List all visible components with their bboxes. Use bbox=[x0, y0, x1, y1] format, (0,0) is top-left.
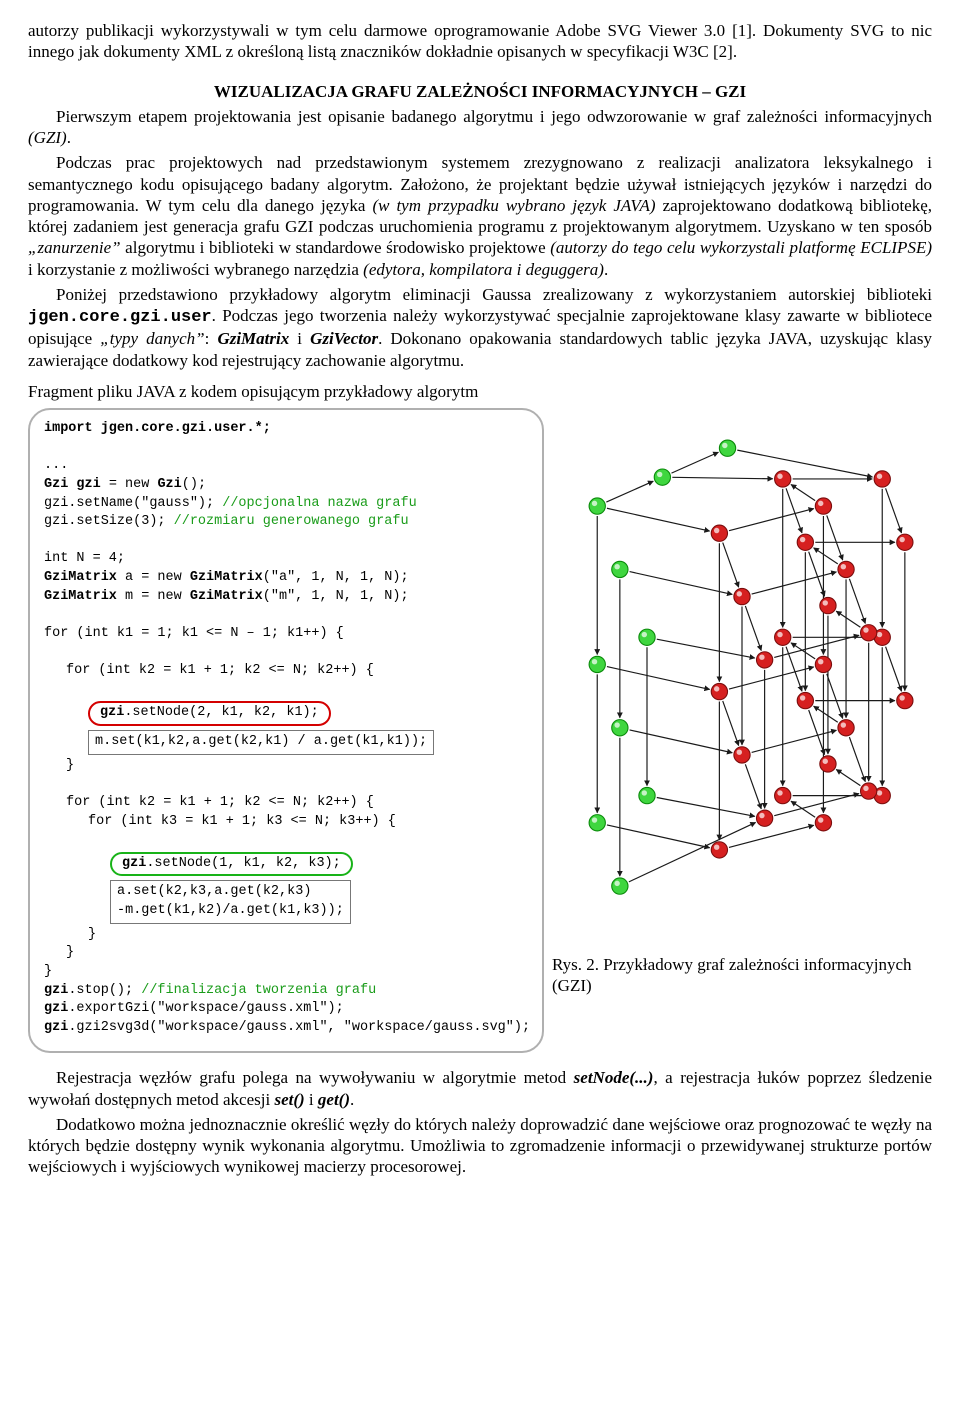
code-kw: gzi bbox=[44, 1020, 68, 1035]
code-text: a = new bbox=[117, 570, 190, 585]
code-kw: Gzi gzi bbox=[44, 477, 101, 492]
text-italic: (autorzy do tego celu wykorzystali platf… bbox=[550, 238, 932, 257]
text: Rejestracja węzłów grafu polega na wywoł… bbox=[56, 1068, 574, 1087]
class-name: GziMatrix bbox=[217, 329, 289, 348]
code-line: for (int k2 = k1 + 1; k2 <= N; k2++) { bbox=[44, 794, 532, 813]
code-kw: gzi bbox=[122, 856, 146, 871]
text-italic: (GZI) bbox=[28, 128, 67, 147]
text: Pierwszym etapem projektowania jest opis… bbox=[56, 107, 932, 126]
code-comment: //opcjonalna nazwa grafu bbox=[222, 496, 416, 511]
code-text: .setNode(2, k1, k2, k1); bbox=[124, 705, 318, 720]
code-text: (); bbox=[182, 477, 206, 492]
figure-caption: Rys. 2. Przykładowy graf zależności info… bbox=[552, 954, 932, 997]
para-3: Podczas prac projektowych nad przedstawi… bbox=[28, 152, 932, 280]
text: i korzystanie z możliwości wybranego nar… bbox=[28, 260, 363, 279]
code-line: ... bbox=[44, 457, 532, 476]
code-kw: GziMatrix bbox=[190, 589, 263, 604]
code-text: m = new bbox=[117, 589, 190, 604]
method-name: get() bbox=[318, 1090, 350, 1109]
figure-row: import jgen.core.gzi.user.*; ... Gzi gzi… bbox=[28, 408, 932, 1053]
code-line: for (int k1 = 1; k1 <= N – 1; k1++) { bbox=[44, 625, 532, 644]
code-kw: gzi bbox=[44, 983, 68, 998]
text-italic: (edytora, kompilatora i deguggera) bbox=[363, 260, 604, 279]
code-text: a.set(k2,k3,a.get(k2,k3) bbox=[117, 884, 311, 899]
text: : bbox=[205, 329, 218, 348]
graph-column: Rys. 2. Przykładowy graf zależności info… bbox=[552, 408, 932, 997]
code-line: } bbox=[44, 926, 532, 945]
text: . bbox=[67, 128, 71, 147]
code-line: } bbox=[44, 963, 532, 982]
code-box: m.set(k1,k2,a.get(k2,k1) / a.get(k1,k1))… bbox=[88, 730, 434, 755]
code-text: gzi.setSize(3); bbox=[44, 514, 174, 529]
code-kw: Gzi bbox=[157, 477, 181, 492]
text-italic: „zanurzenie” bbox=[28, 238, 121, 257]
code-line: import jgen.core.gzi.user.*; bbox=[44, 421, 271, 436]
code-line: for (int k3 = k1 + 1; k3 <= N; k3++) { bbox=[44, 813, 532, 832]
code-text: -m.get(k1,k2)/a.get(k1,k3)); bbox=[117, 903, 344, 918]
code-text: .exportGzi("workspace/gauss.xml"); bbox=[68, 1001, 343, 1016]
code-line: int N = 4; bbox=[44, 550, 532, 569]
code-kw: GziMatrix bbox=[44, 589, 117, 604]
text: Poniżej przedstawiono przykładowy algory… bbox=[56, 285, 932, 304]
class-name: GziVector bbox=[310, 329, 378, 348]
code-line: } bbox=[44, 757, 532, 776]
text: i bbox=[289, 329, 310, 348]
text-italic: (w tym przypadku wybrano język JAVA) bbox=[372, 196, 655, 215]
code-kw: gzi bbox=[100, 705, 124, 720]
code-kw: GziMatrix bbox=[190, 570, 263, 585]
code-comment: //rozmiaru generowanego grafu bbox=[174, 514, 409, 529]
code-line: } bbox=[44, 944, 532, 963]
method-name: setNode(...) bbox=[574, 1068, 654, 1087]
para-6: Dodatkowo można jednoznacznie określić w… bbox=[28, 1114, 932, 1178]
highlight-green: gzi.setNode(1, k1, k2, k3); bbox=[110, 852, 353, 877]
text: . bbox=[350, 1090, 354, 1109]
code-box: a.set(k2,k3,a.get(k2,k3) -m.get(k1,k2)/a… bbox=[110, 880, 351, 923]
code-kw: GziMatrix bbox=[44, 570, 117, 585]
code-panel: import jgen.core.gzi.user.*; ... Gzi gzi… bbox=[28, 408, 544, 1053]
code-text: .stop(); bbox=[68, 983, 141, 998]
para-5: Rejestracja węzłów grafu polega na wywoł… bbox=[28, 1067, 932, 1110]
code-inline: jgen.core.gzi.user bbox=[28, 308, 212, 327]
text-italic: „typy danych” bbox=[100, 329, 204, 348]
fragment-title: Fragment pliku JAVA z kodem opisującym p… bbox=[28, 381, 932, 402]
highlight-red: gzi.setNode(2, k1, k2, k1); bbox=[88, 701, 331, 726]
code-line: for (int k2 = k1 + 1; k2 <= N; k2++) { bbox=[44, 662, 532, 681]
code-kw: gzi bbox=[44, 1001, 68, 1016]
code-text: ("m", 1, N, 1, N); bbox=[263, 589, 409, 604]
code-text: .setNode(1, k1, k2, k3); bbox=[146, 856, 340, 871]
text: . bbox=[604, 260, 608, 279]
gzi-graph bbox=[552, 408, 932, 948]
para-1: autorzy publikacji wykorzystywali w tym … bbox=[28, 20, 932, 63]
code-comment: //finalizacja tworzenia grafu bbox=[141, 983, 376, 998]
code-text: ("a", 1, N, 1, N); bbox=[263, 570, 409, 585]
code-text: gzi.setName("gauss"); bbox=[44, 496, 222, 511]
method-name: set() bbox=[274, 1090, 304, 1109]
para-4: Poniżej przedstawiono przykładowy algory… bbox=[28, 284, 932, 371]
para-2: Pierwszym etapem projektowania jest opis… bbox=[28, 106, 932, 149]
text: i bbox=[305, 1090, 318, 1109]
code-text: .gzi2svg3d("workspace/gauss.xml", "works… bbox=[68, 1020, 530, 1035]
section-heading: WIZUALIZACJA GRAFU ZALEŻNOŚCI INFORMACYJ… bbox=[28, 81, 932, 102]
text: algorytmu i biblioteki w standardowe śro… bbox=[121, 238, 551, 257]
code-text: = new bbox=[101, 477, 158, 492]
